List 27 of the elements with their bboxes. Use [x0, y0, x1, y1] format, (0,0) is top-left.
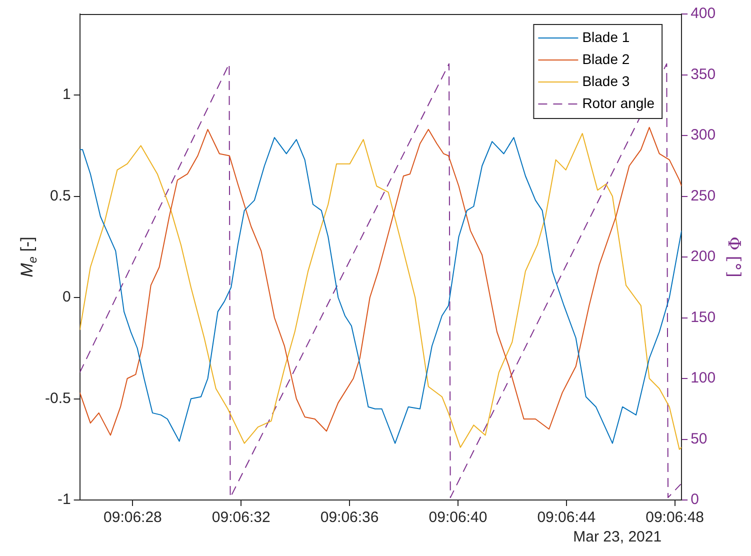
y-tick-label: -1 [58, 491, 71, 508]
text: Mar 23, 2021 [573, 528, 662, 546]
legend-label: Rotor angle [582, 94, 655, 111]
y2-tick-label: 300 [690, 126, 716, 144]
y2-tick-label: 150 [690, 308, 716, 326]
y-tick-label: 0.5 [50, 187, 71, 204]
legend-label: Blade 1 [582, 28, 630, 45]
x-tick-label: 09:06:28 [104, 509, 162, 526]
y2-tick-label: 400 [690, 5, 716, 22]
y2-tick-label: 200 [690, 248, 716, 266]
y2-tick-label: 0 [690, 491, 699, 508]
y-tick-label: 1 [62, 86, 71, 104]
x-tick-label: 09:06:36 [320, 509, 379, 526]
y2-tick-label: 250 [690, 187, 716, 204]
y-tick-label: 0 [62, 288, 71, 306]
x-tick-label: 09:06:32 [212, 509, 270, 526]
x-tick-label: 09:06:48 [646, 509, 704, 526]
y2-tick-label: 100 [690, 370, 716, 387]
y2-axis-title: Φ [°] [723, 236, 744, 278]
x-tick-label: 09:06:40 [428, 509, 488, 526]
y-axis-title: Me [-] [18, 236, 40, 278]
y2-tick-label: 50 [690, 430, 708, 448]
y2-tick-label: 350 [690, 66, 716, 83]
y-tick-label: -0.5 [44, 390, 71, 407]
x-tick-label: 09:06:44 [537, 509, 596, 526]
legend-label: Blade 2 [582, 50, 630, 67]
legend-label: Blade 3 [582, 72, 630, 89]
